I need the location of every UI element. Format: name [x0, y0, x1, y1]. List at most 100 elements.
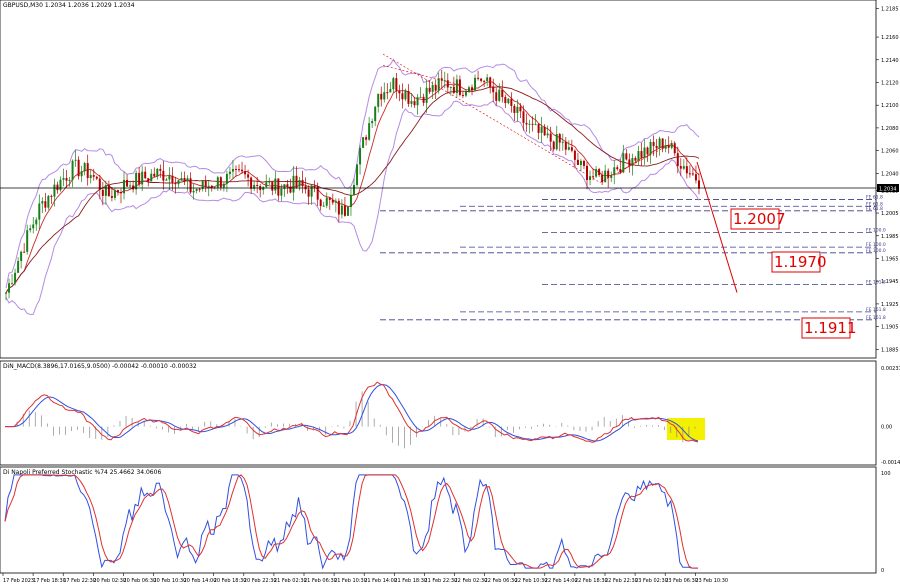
candle-body — [298, 179, 301, 187]
candle-body — [8, 283, 11, 293]
candle-body — [129, 185, 132, 187]
candle-body — [17, 261, 20, 273]
macd-tick-label: 0.00 — [881, 425, 892, 431]
candle-body — [368, 123, 371, 140]
time-tick-label: 22 Feb 18:30 — [575, 578, 608, 584]
candle-body — [231, 169, 234, 172]
macd-tick-label: 0.00237 — [881, 366, 900, 372]
time-tick-label: 22 Feb 02:30 — [455, 578, 488, 584]
price-tick-label: 1.2185 — [881, 7, 899, 13]
time-tick-label: 21 Feb 02:30 — [274, 578, 307, 584]
channel-line — [382, 65, 461, 86]
candle-body — [486, 77, 489, 81]
price-tick-label: 1.1945 — [881, 279, 899, 285]
candle-body — [150, 173, 153, 182]
candle-body — [576, 159, 579, 165]
candle-body — [434, 85, 437, 91]
candle-body — [174, 182, 177, 185]
candle-body — [428, 87, 431, 92]
price-tick-label: 1.1925 — [881, 302, 899, 308]
candle-body — [664, 145, 667, 149]
time-tick-label: 20 Feb 10:30 — [154, 578, 187, 584]
candle-body — [301, 179, 304, 187]
candle-body — [685, 166, 688, 174]
candle-body — [56, 184, 59, 191]
time-tick-label: 20 Feb 18:30 — [214, 578, 247, 584]
candle-body — [534, 124, 537, 126]
stoch-tick-label: 100 — [881, 471, 891, 477]
time-tick-label: 22 Feb 14:00 — [545, 578, 578, 584]
candle-body — [407, 91, 410, 104]
candle-body — [101, 189, 104, 196]
candle-body — [180, 177, 183, 181]
candle-body — [29, 228, 32, 231]
candle-body — [83, 163, 86, 172]
candle-body — [516, 106, 519, 113]
macd-signal-line — [5, 384, 699, 442]
candle-body — [225, 173, 228, 184]
candle-body — [492, 87, 495, 93]
stoch-title: Di Napoli Preferred Stochastic %74 25.46… — [3, 469, 161, 476]
candle-body — [558, 133, 561, 143]
candle-body — [398, 90, 401, 94]
candle-body — [404, 91, 407, 100]
stochastic-lines: 100 0 — [4, 471, 891, 574]
price-tick-label: 1.2160 — [881, 35, 899, 41]
candle-body — [53, 184, 56, 197]
time-tick-label: 22 Feb 06:30 — [485, 578, 518, 584]
candle-body — [244, 171, 247, 175]
candle-body — [646, 147, 649, 155]
candle-body — [353, 184, 355, 196]
price-tick-label: 1.2005 — [881, 211, 899, 217]
candle-body — [480, 78, 483, 81]
candle-body — [153, 173, 156, 177]
candle-body — [619, 169, 622, 173]
macd-main-line — [5, 381, 699, 443]
candle-body — [274, 178, 277, 191]
candle-body — [362, 137, 365, 148]
projection-line — [696, 161, 738, 293]
candle-body — [461, 94, 464, 96]
candle-body — [383, 92, 386, 100]
stoch-tick-label: 0 — [881, 568, 884, 574]
candle-body — [201, 180, 204, 189]
candle-body — [340, 205, 343, 215]
candle-body — [316, 186, 319, 200]
candle-body — [277, 178, 280, 196]
time-tick-label: 23 Feb 06:30 — [665, 578, 698, 584]
candle-body — [446, 80, 449, 88]
stoch-k-line — [4, 474, 698, 570]
price-tick-label: 1.2040 — [881, 171, 899, 177]
candle-body — [452, 86, 455, 93]
candle-body — [386, 92, 389, 94]
candle-body — [546, 133, 549, 136]
candle-body — [5, 292, 7, 294]
candle-body — [392, 78, 395, 90]
candle-body — [471, 87, 474, 91]
time-tick-label: 21 Feb 10:30 — [334, 578, 367, 584]
candle-body — [247, 174, 250, 178]
candle-body — [11, 283, 14, 285]
price-tick-label: 1.2120 — [881, 80, 899, 86]
price-tick-label: 1.2100 — [881, 103, 899, 109]
candle-body — [555, 133, 558, 150]
time-tick-label: 20 Feb 06:30 — [123, 578, 156, 584]
candle-body — [431, 85, 434, 92]
candle-body — [41, 201, 44, 204]
candle-body — [23, 251, 26, 253]
candle-body — [489, 77, 492, 88]
candle-body — [589, 176, 592, 181]
candle-body — [216, 177, 219, 188]
candle-body — [80, 171, 83, 177]
candle-body — [531, 123, 534, 125]
price-tick-label: 1.1965 — [881, 256, 899, 262]
candle-body — [513, 105, 516, 113]
candle-body — [262, 187, 265, 190]
candle-body — [622, 153, 625, 173]
candle-body — [579, 160, 582, 165]
candle-body — [474, 77, 477, 91]
candle-body — [437, 78, 440, 91]
candle-body — [525, 122, 528, 125]
price-tick-label: 1.1985 — [881, 234, 899, 240]
candle-body — [113, 190, 116, 198]
